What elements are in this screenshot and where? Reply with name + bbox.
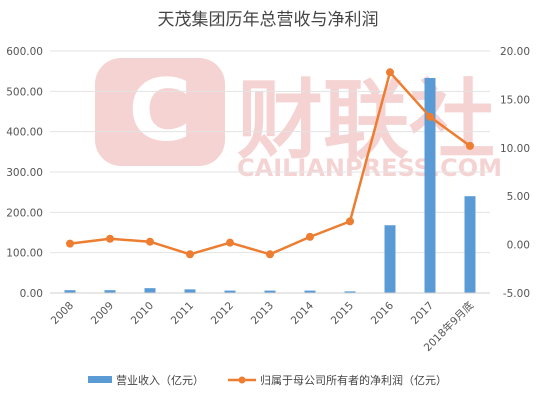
profit-point-2008 [66,239,74,248]
x-axis-tick-label: 2013 [249,300,276,327]
right-axis-tick-label: 15.00 [500,94,530,106]
profit-point-2013 [266,250,274,259]
watermark-logo-text: 财联社 [237,71,495,171]
legend-label-revenue: 营业收入（亿元） [116,373,204,387]
x-axis-tick-label: 2015 [329,300,356,327]
legend-swatch-profit-marker [238,376,246,384]
right-axis-tick-label: 10.00 [500,143,530,155]
profit-point-2011 [186,250,194,259]
right-axis-tick-label: 0.00 [507,240,530,252]
left-axis-tick-label: 200.00 [6,207,43,219]
profit-point-2014 [306,232,314,241]
profit-point-2016 [386,68,394,77]
watermark-logo-shape [95,58,225,166]
right-axis-tick-label: 20.00 [500,46,530,58]
profit-point-2017 [426,112,434,121]
watermark-sub-text: CAILIANPRESS.COM [237,154,502,182]
chart-title: 天茂集团历年总营收与净利润 [158,10,379,30]
revenue-bar-2016 [384,225,396,293]
watermark-logo-glyph: C [128,61,191,161]
left-axis-tick-label: 300.00 [6,167,43,179]
left-axis-tick-label: 100.00 [6,248,43,260]
profit-point-2018年9月底 [466,141,474,150]
revenue-bar-2010 [144,288,156,293]
revenue-bars [64,78,476,293]
x-axis-tick-label: 2008 [49,300,76,327]
revenue-bar-2018年9月底 [464,196,476,293]
x-axis-tick-label: 2014 [289,299,317,327]
profit-point-2010 [146,237,154,246]
legend: 营业收入（亿元） 归属于母公司所有者的净利润（亿元） [88,373,447,387]
left-axis-tick-label: 0.00 [20,288,43,300]
revenue-bar-2009 [104,290,116,293]
left-axis-tick-label: 600.00 [6,46,43,58]
watermark: C 财联社 CAILIANPRESS.COM [95,58,502,182]
revenue-bar-2017 [424,78,436,293]
revenue-bar-2011 [184,289,196,293]
x-axis-tick-label: 2010 [129,300,156,327]
revenue-bar-2014 [304,290,316,293]
right-axis-tick-label: 5.00 [507,191,530,203]
left-axis-tick-label: 400.00 [6,127,43,139]
x-axis-tick-label: 2016 [369,299,397,327]
x-axis-tick-label: 2017 [409,300,436,327]
legend-label-profit: 归属于母公司所有者的净利润（亿元） [260,373,447,387]
profit-line-series [66,68,474,259]
profit-point-2009 [106,234,114,243]
profit-point-2012 [226,238,234,247]
revenue-bar-2008 [64,290,76,293]
x-axis-tick-label: 2011 [169,300,196,327]
right-axis-tick-label: -5.00 [503,288,530,300]
revenue-bar-2013 [264,290,276,293]
revenue-bar-2015 [344,291,356,293]
x-axis-tick-label: 2009 [89,300,116,327]
left-axis-tick-label: 500.00 [6,86,43,98]
x-axis-tick-label: 2012 [209,300,236,327]
legend-swatch-revenue [88,376,112,383]
profit-point-2015 [346,217,354,226]
revenue-bar-2012 [224,290,236,293]
